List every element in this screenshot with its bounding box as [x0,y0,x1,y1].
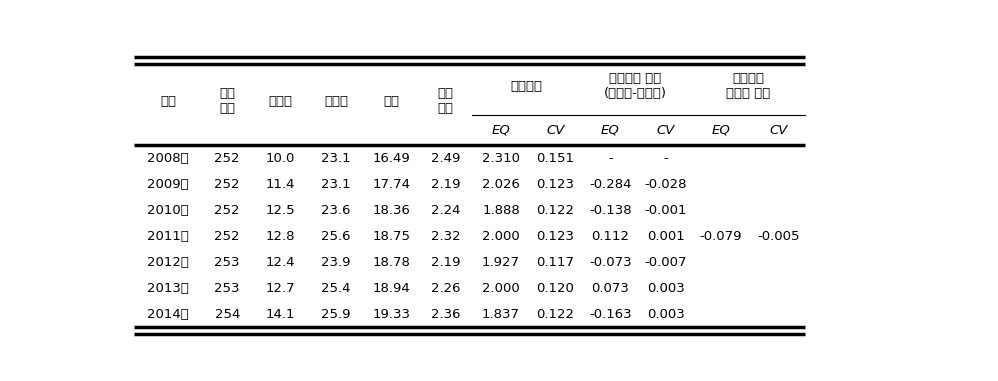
Text: -0.001: -0.001 [645,204,687,217]
Text: 0.120: 0.120 [536,282,574,295]
Text: 0.151: 0.151 [536,152,574,165]
Text: 18.36: 18.36 [372,204,410,217]
Text: 0.123: 0.123 [536,230,574,243]
Text: 0.117: 0.117 [536,256,574,269]
Text: -: - [664,152,668,165]
Text: 시군
구수: 시군 구수 [220,88,236,115]
Text: 19.33: 19.33 [372,308,410,321]
Text: 최소값: 최소값 [268,95,292,108]
Text: 0.122: 0.122 [536,204,574,217]
Text: -: - [608,152,613,165]
Text: 표준
편차: 표준 편차 [438,88,454,115]
Text: 변이계수
연평균 증감: 변이계수 연평균 증감 [726,72,770,100]
Text: -0.079: -0.079 [700,230,743,243]
Text: 0.122: 0.122 [536,308,574,321]
Text: 252: 252 [215,204,240,217]
Text: 2.000: 2.000 [482,282,520,295]
Text: 16.49: 16.49 [372,152,410,165]
Text: 2.36: 2.36 [431,308,460,321]
Text: 0.123: 0.123 [536,178,574,191]
Text: 2.310: 2.310 [482,152,520,165]
Text: 12.4: 12.4 [265,256,295,269]
Text: 1.837: 1.837 [482,308,520,321]
Text: 변이계수: 변이계수 [510,80,542,93]
Text: 12.8: 12.8 [265,230,295,243]
Text: EQ: EQ [492,123,510,136]
Text: 1.927: 1.927 [482,256,520,269]
Text: 17.74: 17.74 [372,178,410,191]
Text: 25.4: 25.4 [321,282,350,295]
Text: 2.24: 2.24 [431,204,460,217]
Text: -0.163: -0.163 [589,308,632,321]
Text: 18.75: 18.75 [372,230,410,243]
Text: 18.94: 18.94 [372,282,410,295]
Text: -0.007: -0.007 [645,256,687,269]
Text: 23.1: 23.1 [321,178,350,191]
Text: 2012년: 2012년 [147,256,189,269]
Text: 25.6: 25.6 [321,230,350,243]
Text: 2.19: 2.19 [431,178,460,191]
Text: 252: 252 [215,152,240,165]
Text: 254: 254 [215,308,240,321]
Text: 23.6: 23.6 [321,204,350,217]
Text: 0.003: 0.003 [647,282,685,295]
Text: EQ: EQ [601,123,620,136]
Text: 10.0: 10.0 [265,152,294,165]
Text: 253: 253 [215,282,240,295]
Text: CV: CV [657,123,675,136]
Text: -0.138: -0.138 [589,204,632,217]
Text: 2.49: 2.49 [431,152,460,165]
Text: 23.9: 23.9 [321,256,350,269]
Text: 0.073: 0.073 [592,282,630,295]
Text: 0.112: 0.112 [592,230,630,243]
Text: 12.7: 12.7 [265,282,295,295]
Text: 1.888: 1.888 [482,204,520,217]
Text: 0.001: 0.001 [647,230,685,243]
Text: -0.073: -0.073 [589,256,632,269]
Text: -0.028: -0.028 [645,178,687,191]
Text: 11.4: 11.4 [265,178,295,191]
Text: 252: 252 [215,230,240,243]
Text: 변이계수 증감
(전년도-금년도): 변이계수 증감 (전년도-금년도) [604,72,667,100]
Text: 12.5: 12.5 [265,204,295,217]
Text: 253: 253 [215,256,240,269]
Text: 2013년: 2013년 [147,282,189,295]
Text: EQ: EQ [712,123,731,136]
Text: 2.19: 2.19 [431,256,460,269]
Text: 252: 252 [215,178,240,191]
Text: 14.1: 14.1 [265,308,295,321]
Text: CV: CV [546,123,564,136]
Text: -0.005: -0.005 [757,230,799,243]
Text: 평균: 평균 [383,95,399,108]
Text: 2.26: 2.26 [431,282,460,295]
Text: 2014년: 2014년 [147,308,189,321]
Text: 2.000: 2.000 [482,230,520,243]
Text: -0.284: -0.284 [589,178,632,191]
Text: 2008년: 2008년 [148,152,189,165]
Text: 2.026: 2.026 [482,178,520,191]
Text: 23.1: 23.1 [321,152,350,165]
Text: 25.9: 25.9 [321,308,350,321]
Text: 0.003: 0.003 [647,308,685,321]
Text: 2010년: 2010년 [147,204,189,217]
Text: 2011년: 2011년 [147,230,189,243]
Text: CV: CV [769,123,787,136]
Text: 최대값: 최대값 [324,95,348,108]
Text: 년도: 년도 [160,95,176,108]
Text: 2009년: 2009년 [148,178,189,191]
Text: 2.32: 2.32 [431,230,460,243]
Text: 18.78: 18.78 [372,256,410,269]
